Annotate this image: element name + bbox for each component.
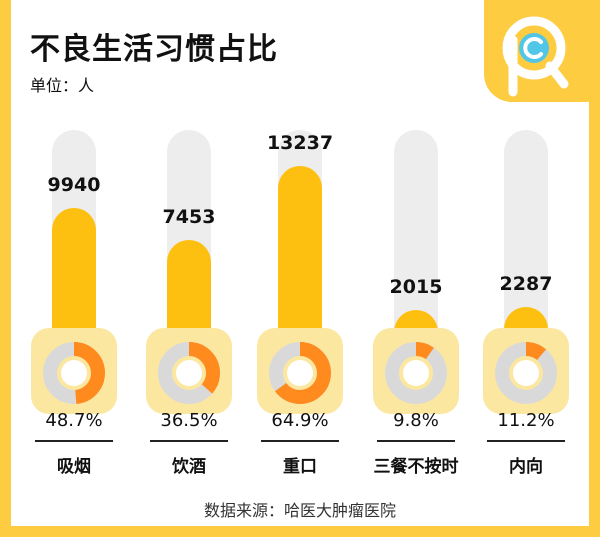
bar-value-label: 7453 bbox=[162, 206, 216, 229]
donut-slice bbox=[495, 342, 557, 404]
donut-chart bbox=[495, 342, 557, 404]
category-label: 三餐不按时 bbox=[373, 457, 459, 477]
category-separator bbox=[261, 440, 339, 442]
category-separator bbox=[150, 440, 228, 442]
donut-hole bbox=[61, 360, 87, 386]
bar-track bbox=[394, 130, 438, 346]
donut-hole bbox=[287, 360, 313, 386]
category-separator bbox=[487, 440, 565, 442]
percent-label: 11.2% bbox=[497, 410, 555, 431]
chart-title: 不良生活习惯占比 bbox=[30, 32, 278, 67]
donut-hole bbox=[403, 360, 429, 386]
category-label: 内向 bbox=[509, 457, 543, 477]
brand-logo-icon bbox=[484, 0, 600, 102]
donut-slice bbox=[269, 342, 331, 404]
donut-chart bbox=[43, 342, 105, 404]
category-separator bbox=[35, 440, 113, 442]
percent-label: 36.5% bbox=[160, 410, 218, 431]
category-label: 吸烟 bbox=[57, 457, 91, 477]
donut-chart bbox=[385, 342, 447, 404]
donut-slice bbox=[43, 342, 105, 404]
percent-label: 9.8% bbox=[393, 410, 439, 431]
donut-hole bbox=[176, 360, 202, 386]
bar-value-label: 9940 bbox=[47, 174, 101, 197]
donut-chart bbox=[269, 342, 331, 404]
category-label: 饮酒 bbox=[172, 457, 206, 477]
bar bbox=[52, 208, 96, 346]
percent-label: 48.7% bbox=[45, 410, 103, 431]
donut-slice bbox=[385, 342, 447, 404]
percent-label: 64.9% bbox=[271, 410, 329, 431]
bar-value-label: 2287 bbox=[499, 272, 553, 295]
frame-left bbox=[0, 0, 11, 537]
category-label: 重口 bbox=[283, 457, 317, 477]
unit-label: 单位：人 bbox=[30, 76, 95, 95]
category-separator bbox=[377, 440, 455, 442]
data-source: 数据来源：哈医大肿瘤医院 bbox=[203, 501, 396, 520]
bar-value-label: 2015 bbox=[389, 276, 443, 299]
bar bbox=[278, 165, 322, 346]
donut-slice bbox=[158, 342, 220, 404]
donut-chart bbox=[158, 342, 220, 404]
donut-hole bbox=[513, 360, 539, 386]
frame-right bbox=[589, 0, 600, 537]
frame-bottom bbox=[0, 526, 600, 537]
bar-value-label: 13237 bbox=[266, 131, 334, 154]
